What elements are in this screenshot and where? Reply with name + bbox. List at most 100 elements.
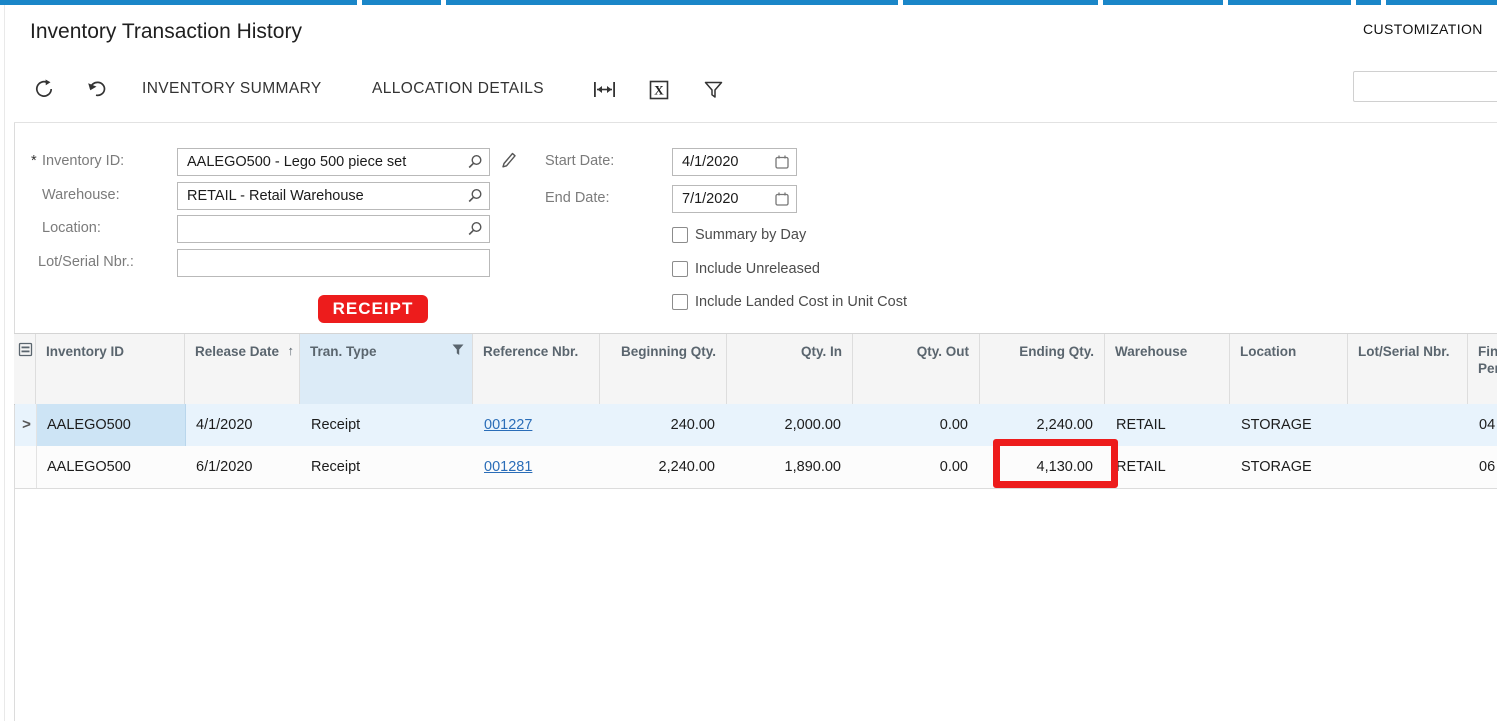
cell-warehouse: RETAIL (1116, 417, 1166, 433)
accent-bar-gap (1381, 0, 1386, 5)
column-header-qty-in[interactable]: Qty. In (727, 334, 853, 404)
cell-qty-out: 0.00 (939, 417, 968, 433)
column-header-warehouse[interactable]: Warehouse (1105, 334, 1230, 404)
cell-tran-type: Receipt (311, 417, 361, 433)
accent-bar-gap (898, 0, 903, 5)
filter-funnel-icon (704, 81, 723, 98)
cell-fin-period: 06 (1479, 459, 1496, 475)
warehouse-value: RETAIL - Retail Warehouse (187, 188, 364, 204)
column-label: Beginning Qty. (621, 344, 716, 359)
edit-pencil-button[interactable] (500, 150, 520, 170)
cell-qty-in: 1,890.00 (784, 459, 841, 475)
start-date-input[interactable]: 4/1/2020 (672, 148, 797, 176)
table-row[interactable]: AALEGO500 6/1/2020 Receipt 001281 2,240.… (15, 446, 1497, 489)
column-label: Reference Nbr. (483, 344, 579, 359)
lookup-magnifier-icon[interactable] (467, 188, 483, 204)
panel-left-border (14, 122, 15, 721)
column-label: Qty. Out (916, 344, 969, 359)
pencil-icon (502, 152, 516, 168)
row-settings-icon (18, 342, 33, 357)
lot-serial-label: Lot/Serial Nbr.: (38, 254, 134, 270)
export-excel-button[interactable]: X (649, 80, 669, 100)
filter-settings-button[interactable] (704, 81, 724, 101)
include-unreleased-label: Include Unreleased (695, 261, 820, 277)
column-label: Location (1240, 344, 1297, 359)
fit-width-button[interactable] (593, 81, 615, 101)
include-unreleased-checkbox[interactable] (672, 261, 688, 277)
customization-menu[interactable]: CUSTOMIZATION (1363, 21, 1483, 37)
column-header-reference-nbr[interactable]: Reference Nbr. (473, 334, 600, 404)
end-date-value: 7/1/2020 (682, 191, 739, 207)
column-header-fin-period[interactable]: Financial Period (1468, 334, 1497, 404)
lookup-magnifier-icon[interactable] (467, 221, 483, 237)
accent-bar-gap (1098, 0, 1103, 5)
cell-release-date: 6/1/2020 (196, 459, 253, 475)
column-label: Inventory ID (46, 344, 125, 359)
cell-ending-qty: 4,130.00 (1036, 459, 1093, 475)
calendar-icon[interactable] (774, 191, 790, 207)
undo-icon (88, 81, 106, 97)
inventory-id-value: AALEGO500 - Lego 500 piece set (187, 154, 407, 170)
cell-divider (36, 404, 37, 446)
summary-by-day-checkbox[interactable] (672, 227, 688, 243)
grid-settings-corner-button[interactable] (15, 334, 36, 404)
grid-header: Inventory ID Release Date ↑ Tran. Type R… (14, 333, 1497, 405)
cell-inventory-id[interactable]: AALEGO500 (37, 404, 186, 446)
warehouse-input[interactable]: RETAIL - Retail Warehouse (177, 182, 490, 210)
column-label: Tran. Type (310, 344, 377, 359)
panel-top-border (14, 122, 1497, 123)
table-row[interactable]: > AALEGO500 4/1/2020 Receipt 001227 240.… (15, 404, 1497, 447)
cell-lot-serial (1349, 404, 1469, 446)
column-header-location[interactable]: Location (1230, 334, 1348, 404)
accent-bar-gap (1223, 0, 1228, 5)
column-header-tran-type[interactable]: Tran. Type (300, 334, 473, 404)
end-date-label: End Date: (545, 190, 610, 206)
row-expander-chevron[interactable]: > (22, 416, 31, 433)
column-header-qty-out[interactable]: Qty. Out (853, 334, 980, 404)
cell-qty-in: 2,000.00 (784, 417, 841, 433)
excel-export-icon: X (649, 80, 669, 100)
column-header-release-date[interactable]: Release Date ↑ (185, 334, 300, 404)
cancel-undo-button[interactable] (87, 79, 107, 99)
inventory-summary-button[interactable]: INVENTORY SUMMARY (142, 80, 322, 97)
fit-width-icon (594, 82, 615, 97)
customization-search-input[interactable] (1353, 71, 1497, 102)
lookup-magnifier-icon[interactable] (467, 154, 483, 170)
cell-reference-nbr-link[interactable]: 001227 (484, 417, 533, 433)
warehouse-label: Warehouse: (42, 187, 120, 203)
column-header-lot-serial[interactable]: Lot/Serial Nbr. (1348, 334, 1468, 404)
column-header-beginning-qty[interactable]: Beginning Qty. (600, 334, 727, 404)
column-header-ending-qty[interactable]: Ending Qty. (980, 334, 1105, 404)
start-date-value: 4/1/2020 (682, 154, 739, 170)
top-accent-bar (0, 0, 1497, 5)
include-landed-cost-checkbox[interactable] (672, 294, 688, 310)
end-date-input[interactable]: 7/1/2020 (672, 185, 797, 213)
required-asterisk: * (31, 153, 37, 169)
inventory-id-input[interactable]: AALEGO500 - Lego 500 piece set (177, 148, 490, 176)
column-label: Warehouse (1115, 344, 1188, 359)
column-header-inventory-id[interactable]: Inventory ID (36, 334, 185, 404)
cell-location: STORAGE (1241, 417, 1312, 433)
column-label: Qty. In (800, 344, 842, 359)
refresh-icon (35, 79, 53, 97)
cell-beginning-qty: 240.00 (670, 417, 715, 433)
cell-beginning-qty: 2,240.00 (658, 459, 715, 475)
cell-fin-period: 04 (1479, 417, 1496, 433)
allocation-details-button[interactable]: ALLOCATION DETAILS (372, 80, 545, 97)
accent-bar-gap (441, 0, 446, 5)
cell-reference-nbr-link[interactable]: 001281 (484, 459, 533, 475)
svg-text:X: X (654, 83, 664, 98)
inventory-id-label: Inventory ID: (42, 153, 125, 169)
cell-divider (36, 446, 37, 488)
cell-warehouse: RETAIL (1116, 459, 1166, 475)
refresh-button[interactable] (34, 79, 54, 99)
lot-serial-input[interactable] (177, 249, 490, 277)
page-left-edge (4, 5, 5, 721)
cell-tran-type: Receipt (311, 459, 361, 475)
cell-qty-out: 0.00 (939, 459, 968, 475)
location-label: Location: (42, 220, 101, 236)
column-filter-funnel-icon[interactable] (452, 344, 464, 356)
location-input[interactable] (177, 215, 490, 243)
calendar-icon[interactable] (774, 154, 790, 170)
